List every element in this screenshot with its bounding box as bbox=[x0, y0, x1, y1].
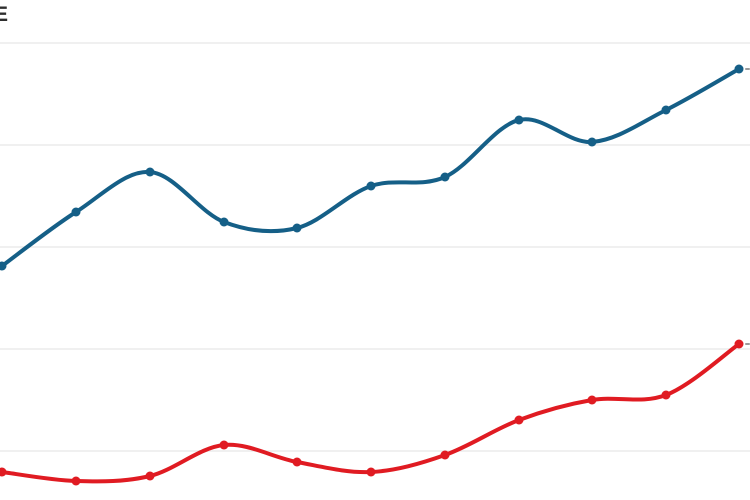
data-point-blue bbox=[71, 207, 81, 217]
data-point-blue bbox=[587, 137, 597, 147]
data-point-red bbox=[734, 339, 744, 349]
data-point-red bbox=[366, 467, 376, 477]
data-point-blue bbox=[219, 217, 229, 227]
data-point-red bbox=[514, 415, 524, 425]
data-point-blue bbox=[440, 172, 450, 182]
clipped-end-label-fragment-blue bbox=[745, 68, 750, 70]
data-point-red bbox=[71, 476, 81, 486]
data-point-blue bbox=[514, 115, 524, 125]
data-point-blue bbox=[661, 105, 671, 115]
data-point-red bbox=[219, 440, 229, 450]
data-point-blue bbox=[734, 64, 744, 74]
data-point-red bbox=[440, 450, 450, 460]
data-point-red bbox=[0, 467, 7, 477]
data-point-blue bbox=[0, 261, 7, 271]
data-point-blue bbox=[366, 181, 376, 191]
data-point-red bbox=[587, 395, 597, 405]
series-line-blue bbox=[0, 67, 741, 268]
chart-title-fragment: E bbox=[0, 3, 9, 26]
data-point-red bbox=[145, 471, 155, 481]
data-point-red bbox=[292, 457, 302, 467]
clipped-end-label-fragment-red bbox=[745, 343, 750, 345]
series-line-red bbox=[0, 342, 741, 484]
data-point-red bbox=[661, 390, 671, 400]
data-point-blue bbox=[145, 167, 155, 177]
data-point-blue bbox=[292, 223, 302, 233]
